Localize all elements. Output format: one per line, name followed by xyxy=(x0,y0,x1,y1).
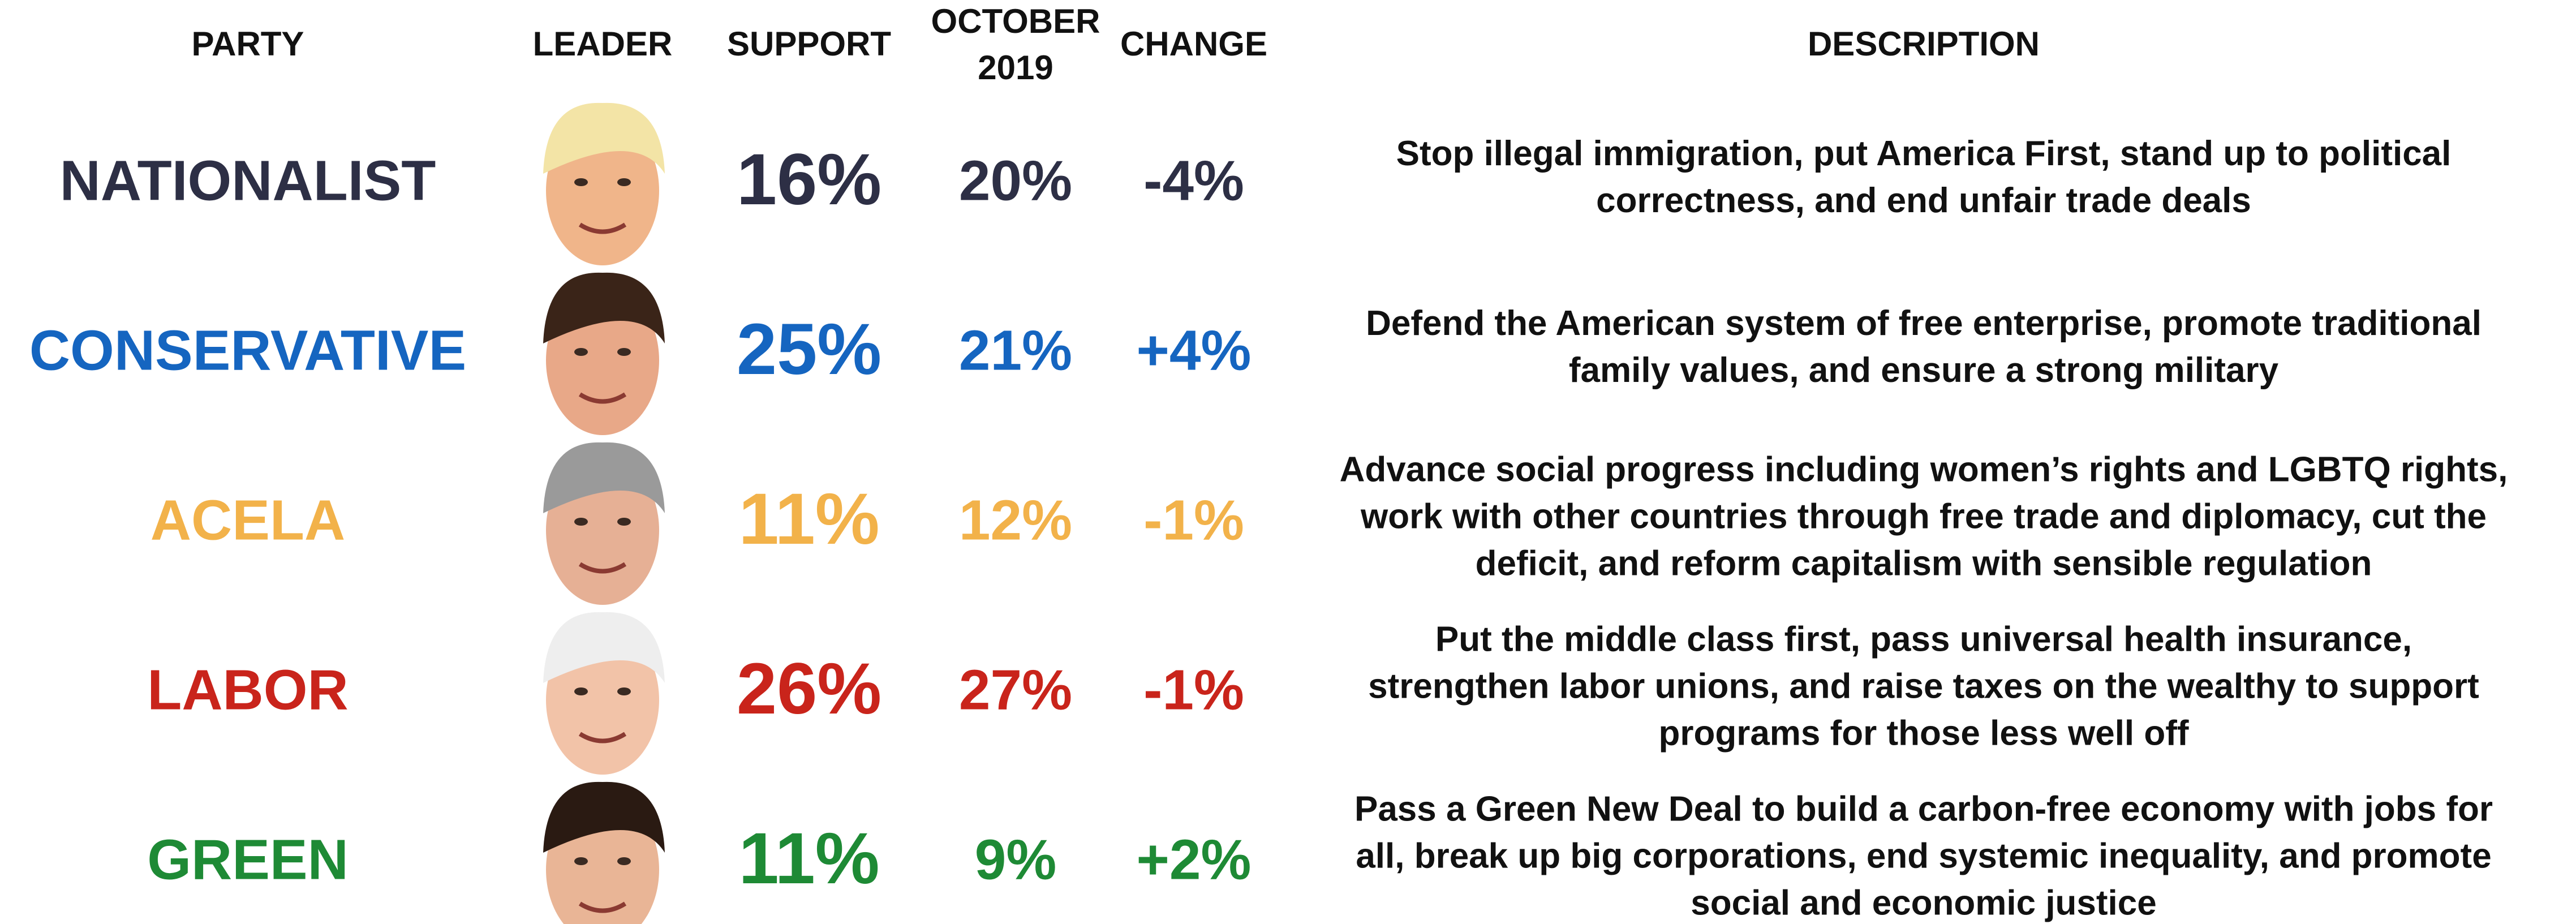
description-line: deficit, and reform capitalism with sens… xyxy=(1476,544,2372,583)
eye xyxy=(574,178,588,186)
leader-photo xyxy=(543,442,665,605)
description-line: correctness, and end unfair trade deals xyxy=(1596,181,2251,220)
eye xyxy=(574,687,588,695)
mouth xyxy=(578,732,627,744)
october-value: 9% xyxy=(975,828,1057,891)
support-value: 26% xyxy=(737,648,881,729)
party-name: ACELA xyxy=(150,488,345,552)
eye xyxy=(617,178,631,186)
eye xyxy=(617,857,631,865)
leader-photo xyxy=(543,612,665,775)
october-value: 21% xyxy=(959,319,1072,382)
party-name: LABOR xyxy=(147,658,349,721)
mouth xyxy=(578,392,627,404)
mouth xyxy=(578,222,627,234)
eye xyxy=(574,518,588,526)
support-value: 16% xyxy=(737,139,881,220)
change-value: -4% xyxy=(1143,149,1244,212)
header-leader: LEADER xyxy=(533,25,673,63)
october-value: 12% xyxy=(959,488,1072,552)
october-value: 20% xyxy=(959,149,1072,212)
support-value: 25% xyxy=(737,309,881,390)
header-party: PARTY xyxy=(192,25,304,63)
mouth xyxy=(578,901,627,913)
leader-photo xyxy=(543,102,665,265)
description-line: social and economic justice xyxy=(1691,883,2157,922)
eye xyxy=(617,687,631,695)
eye xyxy=(617,518,631,526)
eye xyxy=(617,348,631,356)
mouth xyxy=(578,562,627,574)
description-line: all, break up big corporations, end syst… xyxy=(1356,836,2491,875)
change-value: -1% xyxy=(1143,488,1244,552)
description-line: Pass a Green New Deal to build a carbon-… xyxy=(1354,789,2493,828)
support-value: 11% xyxy=(738,818,879,899)
hair xyxy=(543,781,665,853)
header-description: DESCRIPTION xyxy=(1808,25,2040,63)
description-line: Advance social progress including women’… xyxy=(1340,450,2508,489)
october-value: 27% xyxy=(959,658,1072,721)
party-name: NATIONALIST xyxy=(60,149,436,212)
eye xyxy=(574,857,588,865)
description-line: work with other countries through free t… xyxy=(1360,497,2487,536)
support-value: 11% xyxy=(738,479,879,560)
hair xyxy=(543,102,665,174)
description-line: programs for those less well off xyxy=(1658,714,2188,753)
description-line: family values, and ensure a strong milit… xyxy=(1569,351,2279,390)
header-october: OCTOBER xyxy=(931,2,1100,40)
description-line: strengthen labor unions, and raise taxes… xyxy=(1368,667,2479,706)
description-line: Put the middle class first, pass univers… xyxy=(1435,620,2412,659)
leader-photo xyxy=(543,781,665,924)
leader-photo xyxy=(543,272,665,435)
description-line: Defend the American system of free enter… xyxy=(1366,304,2482,343)
change-value: -1% xyxy=(1143,658,1244,721)
hair xyxy=(543,612,665,683)
description-line: Stop illegal immigration, put America Fi… xyxy=(1396,134,2452,173)
eye xyxy=(574,348,588,356)
party-name: CONSERVATIVE xyxy=(29,319,466,382)
hair xyxy=(543,272,665,343)
change-value: +2% xyxy=(1137,828,1252,891)
change-value: +4% xyxy=(1137,319,1252,382)
header-support: SUPPORT xyxy=(727,25,891,63)
header-october: 2019 xyxy=(978,49,1053,87)
header-change: CHANGE xyxy=(1120,25,1267,63)
party-name: GREEN xyxy=(147,828,349,891)
hair xyxy=(543,442,665,513)
